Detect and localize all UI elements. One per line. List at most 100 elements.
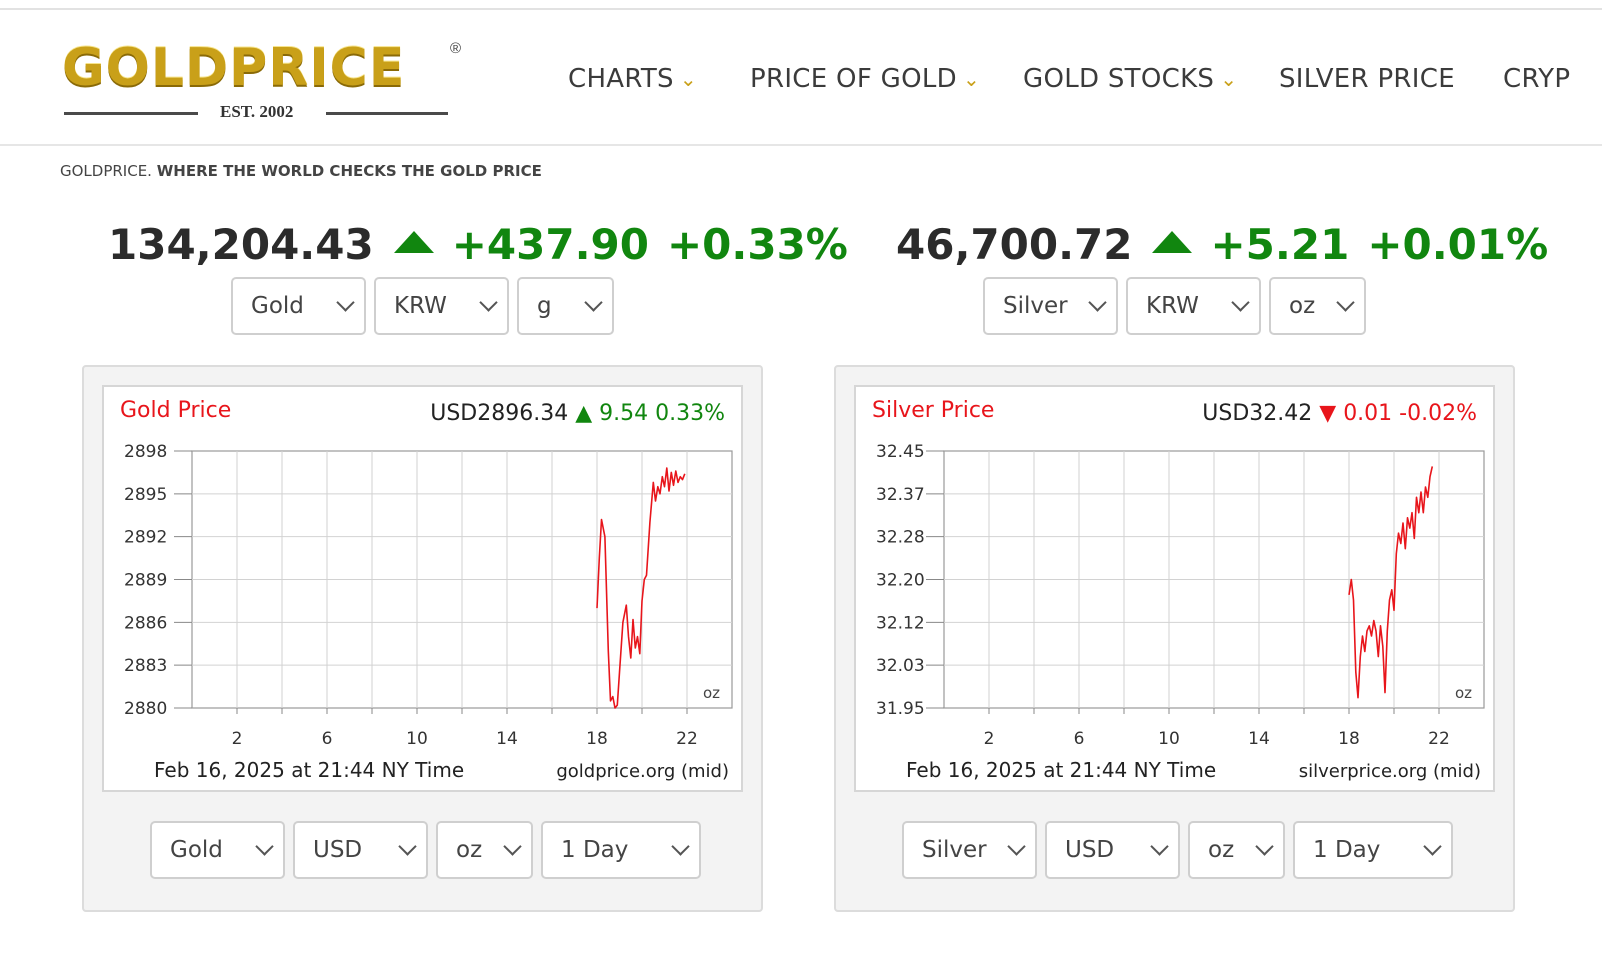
chevron-down-icon: ⌄ — [962, 67, 981, 91]
silver-chart-unit-select[interactable]: oz — [1188, 821, 1285, 879]
gold-chart-metal-value: Gold — [170, 837, 223, 863]
logo-wordmark: GOLDPRICE — [62, 38, 406, 98]
y-tick-label: 32.03 — [876, 656, 925, 676]
chart-quote-change: 0.01 — [1343, 401, 1399, 426]
tagline: GOLDPRICE. WHERE THE WORLD CHECKS THE GO… — [60, 162, 542, 180]
gold-currency-select[interactable]: KRW — [374, 277, 509, 335]
silver-quote: 46,700.72 +5.21 +0.01% — [896, 220, 1566, 274]
silver-chart-panel: 31.95 32.03 32.12 32.20 32.28 32.37 32.45 2 6 10 1… — [834, 365, 1515, 912]
chart-quote-change: 9.54 — [599, 401, 655, 426]
chevron-down-icon — [671, 837, 690, 856]
gold-chart-unit-select[interactable]: oz — [436, 821, 533, 879]
chevron-down-icon — [1255, 837, 1274, 856]
chart-timestamp: Feb 16, 2025 at 21:44 NY Time — [906, 758, 1216, 782]
chevron-down-icon — [255, 837, 274, 856]
gold-change-percent: +0.33% — [666, 220, 848, 269]
down-arrow-icon: ▼ — [1319, 401, 1343, 426]
silver-metal-value: Silver — [1003, 293, 1068, 319]
price-series-line — [596, 467, 686, 709]
nav-crypto-label: CRYP — [1503, 64, 1571, 94]
price-series-line — [1348, 466, 1434, 699]
silver-metal-select[interactable]: Silver — [983, 277, 1118, 335]
chevron-down-icon — [336, 293, 355, 312]
chart-quote-percent: 0.33% — [655, 401, 725, 426]
chart-quote: USD32.42 ▼ 0.01 -0.02% — [1202, 401, 1477, 426]
gold-metal-value: Gold — [251, 293, 304, 319]
chevron-down-icon — [503, 837, 522, 856]
silver-spot-price: 46,700.72 — [896, 220, 1133, 269]
chart-timestamp: Feb 16, 2025 at 21:44 NY Time — [154, 758, 464, 782]
silver-chart-currency-select[interactable]: USD — [1045, 821, 1180, 879]
silver-chart-metal-value: Silver — [922, 837, 987, 863]
nav-silver-price[interactable]: SILVER PRICE — [1279, 64, 1455, 94]
nav-gold-stocks[interactable]: GOLD STOCKS ⌄ — [1023, 64, 1237, 94]
gold-change: +437.90 — [451, 220, 649, 269]
gold-metal-select[interactable]: Gold — [231, 277, 366, 335]
logo-est: EST. 2002 — [220, 102, 294, 121]
gold-chart-currency-select[interactable]: USD — [293, 821, 428, 879]
y-tick-label: 2889 — [124, 571, 167, 591]
goldprice-logo[interactable]: GOLDPRICE ® EST. 2002 — [62, 40, 472, 130]
silver-chart-currency-value: USD — [1065, 837, 1115, 863]
logo-rule-right — [326, 112, 448, 115]
y-tick-label: 32.45 — [876, 442, 925, 462]
y-tick-label: 2883 — [124, 656, 167, 676]
chart-source: goldprice.org (mid) — [556, 761, 729, 782]
gold-currency-value: KRW — [394, 293, 447, 319]
silver-chart-range-value: 1 Day — [1313, 837, 1381, 863]
up-arrow-icon: ▲ — [575, 401, 599, 426]
silver-change: +5.21 — [1210, 220, 1350, 269]
chevron-down-icon — [1231, 293, 1250, 312]
gold-chart-range-value: 1 Day — [561, 837, 629, 863]
chevron-down-icon — [1007, 837, 1026, 856]
nav-crypto[interactable]: CRYP — [1503, 64, 1570, 94]
chevron-down-icon: ⌄ — [1220, 67, 1238, 91]
x-tick-label: 18 — [1338, 729, 1360, 749]
silver-chart-range-select[interactable]: 1 Day — [1293, 821, 1453, 879]
chart-quote-price: USD2896.34 — [430, 401, 575, 426]
nav-price-of-gold[interactable]: PRICE OF GOLD ⌄ — [750, 64, 980, 94]
tagline-text: WHERE THE WORLD CHECKS THE GOLD PRICE — [156, 162, 542, 180]
silver-unit-select[interactable]: oz — [1269, 277, 1366, 335]
y-tick-label: 32.37 — [876, 485, 925, 505]
x-tick-label: 22 — [1428, 729, 1450, 749]
y-tick-label: 2880 — [124, 699, 167, 719]
y-tick-label: 31.95 — [876, 699, 925, 719]
silver-unit-value: oz — [1289, 293, 1316, 319]
unit-label: oz — [703, 684, 720, 702]
chart-title: Gold Price — [120, 398, 231, 423]
y-tick-label: 2898 — [124, 442, 167, 462]
main-nav: CHARTS ⌄ PRICE OF GOLD ⌄ GOLD STOCKS ⌄ SILV… — [0, 64, 1602, 104]
y-tick-label: 32.20 — [876, 571, 925, 591]
y-tick-label: 2895 — [124, 485, 167, 505]
gold-quote: 134,204.43 +437.90 +0.33% — [108, 220, 866, 274]
logo-rule-left — [64, 112, 198, 115]
x-tick-label: 22 — [676, 729, 698, 749]
gold-chart-metal-select[interactable]: Gold — [150, 821, 285, 879]
gold-chart-panel: 2880 2883 2886 2889 2892 2895 2898 2 6 10 14 18 22 Go… — [82, 365, 763, 912]
gold-chart-svg: 2880 2883 2886 2889 2892 2895 2898 2 6 10 14 18 22 Go… — [120, 398, 733, 782]
chevron-down-icon: ⌄ — [679, 67, 697, 91]
gold-unit-select[interactable]: g — [517, 277, 614, 335]
nav-charts[interactable]: CHARTS ⌄ — [568, 64, 697, 94]
chevron-down-icon — [1088, 293, 1107, 312]
chart-quote: USD2896.34 ▲ 9.54 0.33% — [430, 401, 725, 426]
gold-unit-value: g — [537, 293, 552, 319]
registered-mark: ® — [450, 40, 462, 57]
x-tick-label: 10 — [1158, 729, 1180, 749]
site-header: GOLDPRICE ® EST. 2002 CHARTS ⌄ PRICE OF G… — [0, 10, 1602, 146]
chevron-down-icon — [398, 837, 417, 856]
unit-label: oz — [1455, 684, 1472, 702]
x-tick-label: 14 — [1248, 729, 1270, 749]
gold-chart-range-select[interactable]: 1 Day — [541, 821, 701, 879]
x-tick-label: 6 — [322, 729, 333, 749]
silver-chart: 31.95 32.03 32.12 32.20 32.28 32.37 32.45 2 6 10 1… — [854, 385, 1495, 792]
silver-chart-unit-value: oz — [1208, 837, 1235, 863]
chevron-down-icon — [1150, 837, 1169, 856]
chevron-down-icon — [1423, 837, 1442, 856]
silver-chart-metal-select[interactable]: Silver — [902, 821, 1037, 879]
y-tick-label: 32.12 — [876, 613, 925, 633]
silver-currency-select[interactable]: KRW — [1126, 277, 1261, 335]
y-tick-label: 32.28 — [876, 528, 925, 548]
silver-chart-svg: 31.95 32.03 32.12 32.20 32.28 32.37 32.45 2 6 10 1… — [872, 398, 1485, 782]
